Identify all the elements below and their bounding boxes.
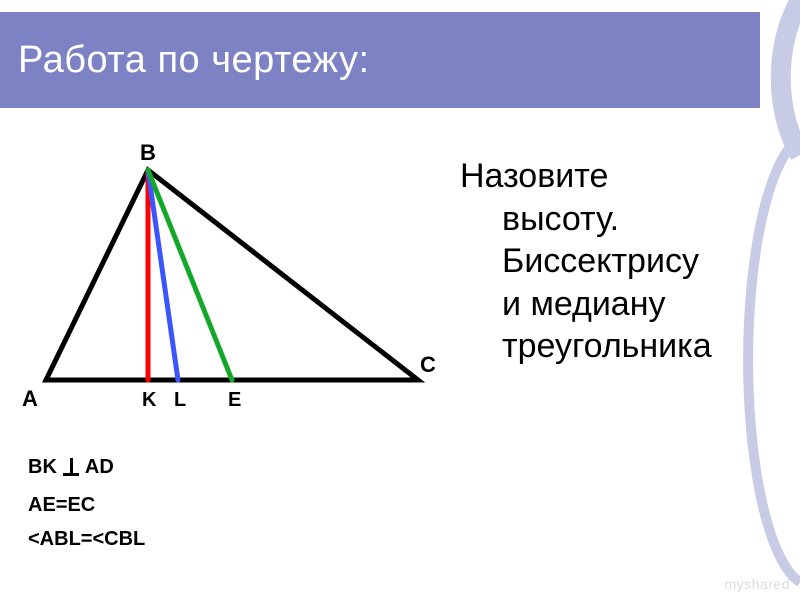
task-text-line: высоту. (460, 198, 790, 241)
slide-title: Работа по чертежу: (18, 39, 370, 82)
triangle-diagram: A B C KL E (18, 140, 438, 440)
cond-perp-right: AD (85, 450, 114, 484)
task-text-line: треугольника (460, 325, 790, 368)
cond-equal-segments: AE=EC (28, 488, 145, 522)
cond-equal-angles: <ABL=<CBL (28, 522, 145, 556)
cond-perp-left: BK (28, 450, 57, 484)
svg-text:E: E (228, 389, 241, 411)
task-text: Назовитевысоту.Биссектрисуи медианутреуг… (460, 155, 790, 368)
watermark: myshared (725, 576, 790, 592)
svg-text:C: C (420, 352, 436, 377)
cond-perpendicular: BK AD (28, 450, 145, 484)
task-text-line: Назовите (460, 155, 790, 198)
svg-text:A: A (22, 386, 38, 411)
task-text-line: Биссектрису (460, 240, 790, 283)
svg-text:L: L (174, 389, 186, 411)
svg-text:B: B (140, 140, 156, 165)
triangle-svg: A B C KL E (18, 140, 438, 440)
title-bar: Работа по чертежу: (0, 12, 760, 108)
given-conditions: BK AD AE=EC <ABL=<CBL (28, 450, 145, 556)
task-text-line: и медиану (460, 283, 790, 326)
perpendicular-icon (63, 458, 79, 476)
svg-text:K: K (142, 389, 157, 411)
